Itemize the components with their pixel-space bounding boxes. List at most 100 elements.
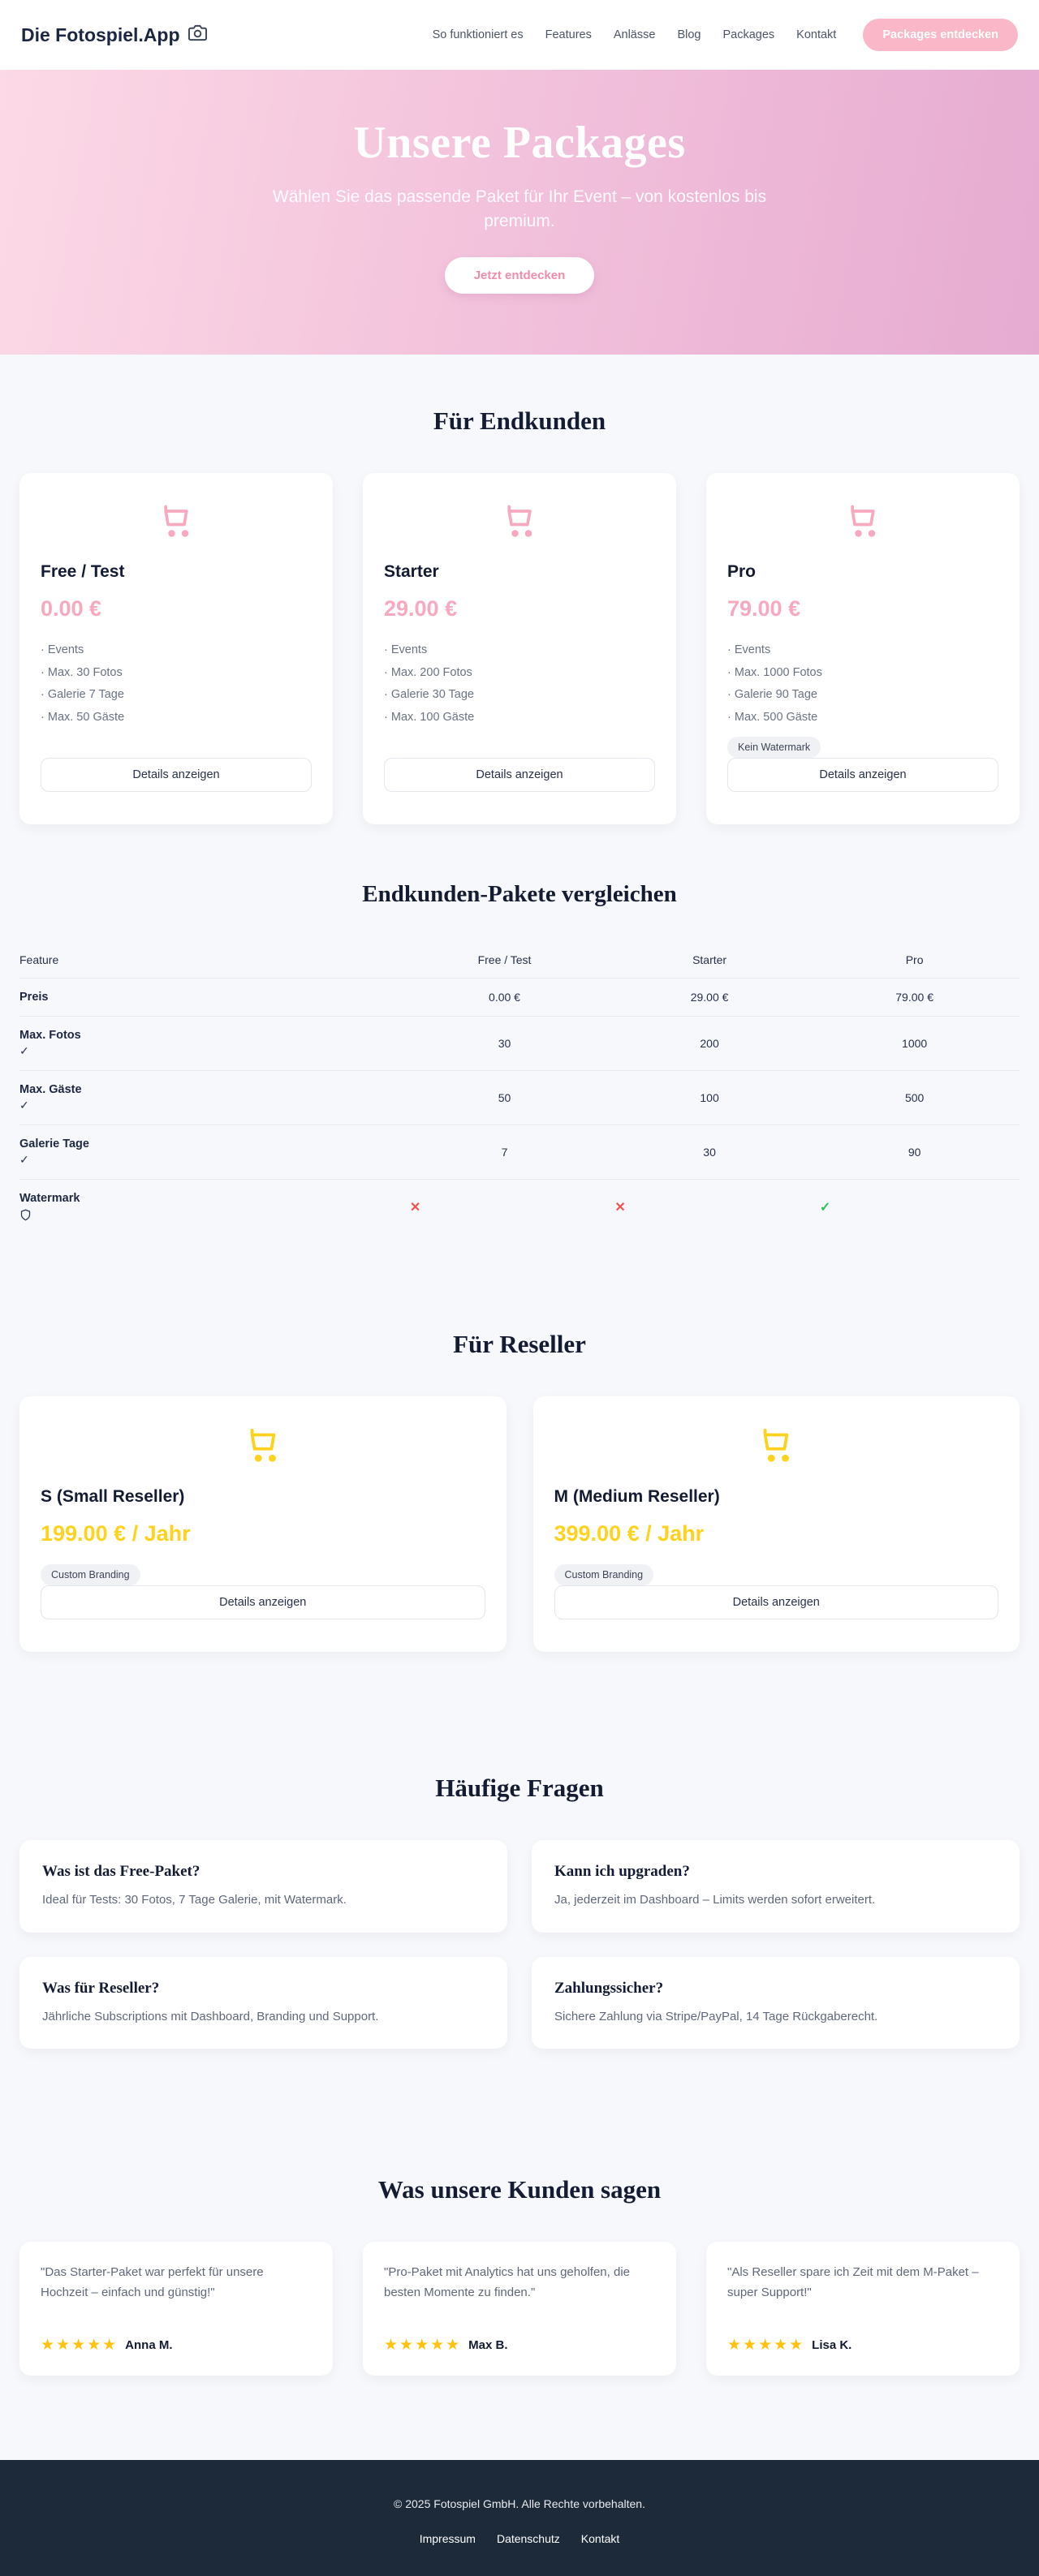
hero-subtitle: Wählen Sie das passende Paket für Ihr Ev… <box>272 187 767 231</box>
cross-icon: ✕ <box>614 1200 626 1215</box>
star-rating-icon: ★★★★★ <box>384 2337 462 2355</box>
nav-item-anlaesse[interactable]: Anlässe <box>613 28 656 41</box>
column-header-feature: Feature <box>19 953 59 967</box>
check-icon: ✓ <box>819 1200 831 1215</box>
nav-item-blog[interactable]: Blog <box>677 28 701 41</box>
camera-icon <box>188 24 207 47</box>
feature-item: Max. 1000 Fotos <box>727 662 998 685</box>
table-header-row: Feature Free / Test Starter Pro <box>19 945 1020 979</box>
cart-icon <box>164 505 189 537</box>
testimonial-quote: "Pro-Paket mit Analytics hat uns geholfe… <box>384 2265 630 2299</box>
nav-item-so-funktioniert-es[interactable]: So funktioniert es <box>432 28 524 41</box>
faq-heading: Häufige Fragen <box>435 1774 604 1803</box>
feature-label: Galerie Tage <box>19 1137 89 1151</box>
feature-item: Max. 30 Fotos <box>41 662 312 685</box>
testimonial-meta: ★★★★★ Lisa K. <box>727 2336 998 2355</box>
feature-label: Watermark <box>19 1192 80 1206</box>
testimonials-section: Was unsere Kunden sagen "Das Starter-Pak… <box>19 2175 1020 2376</box>
package-title: Starter <box>384 562 439 581</box>
logo-text: Die Fotospiel.App <box>21 24 180 45</box>
testimonial-quote: "Das Starter-Paket war perfekt für unser… <box>41 2265 264 2299</box>
hero-section: Unsere Packages Wählen Sie das passende … <box>0 70 1039 355</box>
footer-link-impressum[interactable]: Impressum <box>419 2532 476 2546</box>
package-title: M (Medium Reseller) <box>554 1487 720 1507</box>
cart-icon <box>851 505 876 537</box>
table-row-max-fotos: Max. Fotos ✓ 30 200 1000 <box>19 1017 1020 1072</box>
footer-link-datenschutz[interactable]: Datenschutz <box>496 2532 560 2546</box>
comparison-heading: Endkunden-Pakete vergleichen <box>362 881 677 908</box>
nav-item-kontakt[interactable]: Kontakt <box>796 28 837 41</box>
feature-cell: Preis <box>19 991 49 1004</box>
value-cell: 30 <box>498 1037 511 1051</box>
cart-icon <box>507 505 532 537</box>
package-card-medium-reseller: M (Medium Reseller) 399.00 € / Jahr Cust… <box>532 1396 1020 1653</box>
value-cell: ✕ <box>399 1199 610 1215</box>
value-cell: 29.00 € <box>690 991 729 1004</box>
value-cell: 30 <box>703 1146 716 1159</box>
footer-links: Impressum Datenschutz Kontakt <box>0 2532 1039 2545</box>
packages-entdecken-button[interactable]: Packages entdecken <box>863 19 1018 51</box>
package-card-free-test: Free / Test 0.00 € Events Max. 30 Fotos … <box>19 473 333 825</box>
value-cell: ✓ <box>809 1199 1020 1215</box>
value-cell: 100 <box>700 1091 719 1105</box>
nav-item-features[interactable]: Features <box>545 28 592 41</box>
logo[interactable]: Die Fotospiel.App <box>21 24 207 47</box>
details-anzeigen-button[interactable]: Details anzeigen <box>41 758 312 793</box>
value-cell: 7 <box>501 1146 508 1159</box>
star-rating-icon: ★★★★★ <box>41 2337 119 2355</box>
package-price: 79.00 € <box>727 596 801 621</box>
value-cell: 1000 <box>902 1037 928 1051</box>
comparison-section: Endkunden-Pakete vergleichen Feature Fre… <box>19 881 1020 1234</box>
details-anzeigen-button[interactable]: Details anzeigen <box>727 758 998 793</box>
faq-item: Was ist das Free-Paket? Ideal für Tests:… <box>19 1840 507 1933</box>
testimonial-name: Anna M. <box>125 2338 173 2353</box>
column-header-starter: Starter <box>692 953 727 967</box>
value-cell: 0.00 € <box>489 991 520 1004</box>
column-header-free-test: Free / Test <box>477 953 532 967</box>
testimonials-heading: Was unsere Kunden sagen <box>377 2175 662 2204</box>
testimonial-name: Lisa K. <box>812 2338 852 2353</box>
package-card-small-reseller: S (Small Reseller) 199.00 € / Jahr Custo… <box>19 1396 507 1653</box>
top-navigation-bar: Die Fotospiel.App So funktioniert es Fea… <box>0 0 1039 70</box>
check-icon: ✓ <box>19 1099 29 1112</box>
page-title: Unsere Packages <box>353 118 686 168</box>
testimonial-quote: "Als Reseller spare ich Zeit mit dem M-P… <box>727 2265 979 2299</box>
details-anzeigen-button[interactable]: Details anzeigen <box>554 1585 998 1620</box>
faq-item: Zahlungssicher? Sichere Zahlung via Stri… <box>532 1956 1020 2049</box>
faq-question: Was für Reseller? <box>42 1979 160 1997</box>
nav-item-packages[interactable]: Packages <box>722 28 775 41</box>
value-cell: 79.00 € <box>895 991 933 1004</box>
star-rating-icon: ★★★★★ <box>727 2337 805 2355</box>
jetzt-entdecken-button[interactable]: Jetzt entdecken <box>444 256 595 294</box>
value-cell: 200 <box>700 1037 719 1051</box>
cart-icon <box>250 1429 276 1462</box>
testimonial-name: Max B. <box>468 2338 508 2353</box>
copyright-text: © 2025 Fotospiel GmbH. Alle Rechte vorbe… <box>394 2497 645 2511</box>
reseller-heading: Für Reseller <box>453 1330 586 1359</box>
reseller-cards: S (Small Reseller) 199.00 € / Jahr Custo… <box>19 1396 1020 1653</box>
details-anzeigen-button[interactable]: Details anzeigen <box>41 1585 485 1620</box>
testimonial-card: "Pro-Paket mit Analytics hat uns geholfe… <box>363 2242 676 2376</box>
endkunden-cards: Free / Test 0.00 € Events Max. 30 Fotos … <box>19 473 1020 825</box>
value-cell: ✕ <box>610 1199 809 1215</box>
faq-answer: Ideal für Tests: 30 Fotos, 7 Tage Galeri… <box>42 1893 347 1907</box>
testimonial-meta: ★★★★★ Max B. <box>384 2336 655 2355</box>
details-anzeigen-button[interactable]: Details anzeigen <box>384 758 655 793</box>
custom-branding-badge: Custom Branding <box>554 1564 654 1586</box>
faq-item: Kann ich upgraden? Ja, jederzeit im Dash… <box>532 1840 1020 1933</box>
check-icon: ✓ <box>19 1153 29 1167</box>
package-title: S (Small Reseller) <box>41 1487 185 1507</box>
package-price: 199.00 € / Jahr <box>41 1521 191 1546</box>
feature-item: Max. 500 Gäste <box>727 707 998 729</box>
testimonial-meta: ★★★★★ Anna M. <box>41 2336 312 2355</box>
feature-cell: Galerie Tage ✓ <box>19 1137 399 1167</box>
footer-link-kontakt[interactable]: Kontakt <box>580 2532 620 2546</box>
package-card-pro: Pro 79.00 € Events Max. 1000 Fotos Galer… <box>706 473 1020 825</box>
faq-answer: Sichere Zahlung via Stripe/PayPal, 14 Ta… <box>554 2009 878 2023</box>
faq-answer: Ja, jederzeit im Dashboard – Limits werd… <box>554 1893 876 1907</box>
faq-grid: Was ist das Free-Paket? Ideal für Tests:… <box>19 1840 1020 2049</box>
feature-label: Max. Gäste <box>19 1083 82 1097</box>
testimonials-grid: "Das Starter-Paket war perfekt für unser… <box>19 2242 1020 2376</box>
value-cell: 90 <box>908 1146 921 1159</box>
package-price: 399.00 € / Jahr <box>554 1521 705 1546</box>
